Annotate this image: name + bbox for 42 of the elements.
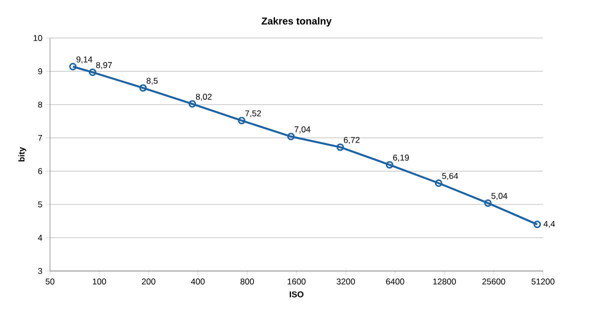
x-tick-label: 1600 bbox=[288, 278, 306, 285]
data-label: 5,04 bbox=[491, 192, 508, 200]
data-label: 6,19 bbox=[393, 154, 409, 162]
y-tick-label: 7 bbox=[38, 134, 42, 141]
x-tick-label: 800 bbox=[240, 278, 254, 285]
x-tick-label: 12800 bbox=[433, 278, 456, 285]
chart-title: Zakres tonalny bbox=[262, 17, 332, 27]
x-tick-label: 6400 bbox=[386, 278, 404, 285]
data-label: 5,64 bbox=[442, 172, 458, 180]
data-label: 8,02 bbox=[196, 94, 212, 101]
x-tick-label: 25600 bbox=[482, 278, 506, 285]
x-tick-label: 100 bbox=[92, 278, 106, 285]
point bbox=[238, 116, 246, 124]
y-tick-label: 9 bbox=[38, 68, 42, 74]
y-tick-label: 10 bbox=[34, 35, 42, 41]
point bbox=[139, 84, 147, 92]
y-tick-label: 3 bbox=[38, 268, 42, 274]
point bbox=[484, 199, 492, 207]
point bbox=[287, 132, 295, 140]
x-tick-label: 3200 bbox=[336, 278, 355, 285]
y-tick-label: 8 bbox=[38, 102, 42, 108]
data-label: 9,14 bbox=[76, 56, 92, 64]
point bbox=[434, 179, 442, 187]
y-tick-label: 4 bbox=[38, 234, 42, 241]
x-tick-label: 200 bbox=[142, 278, 156, 285]
point bbox=[88, 68, 96, 76]
point bbox=[336, 143, 344, 151]
point bbox=[386, 161, 394, 169]
x-tick-label: 50 bbox=[46, 278, 54, 285]
data-label: 8,97 bbox=[96, 62, 112, 70]
y-tick-label: 5 bbox=[38, 201, 42, 208]
data-label: 4,4 bbox=[544, 220, 555, 228]
x-tick-label: 400 bbox=[191, 278, 205, 285]
y-tick-label: 6 bbox=[38, 168, 42, 174]
x-tick-label: 51200 bbox=[532, 278, 554, 285]
x-axis-title: ISO bbox=[290, 291, 304, 298]
data-label: 7,52 bbox=[245, 110, 261, 118]
data-label: 8,5 bbox=[146, 78, 158, 85]
point bbox=[188, 100, 196, 108]
y-axis-title: bity bbox=[18, 147, 26, 162]
data-label: 7,04 bbox=[294, 126, 310, 134]
data-label: 6,72 bbox=[344, 136, 360, 144]
